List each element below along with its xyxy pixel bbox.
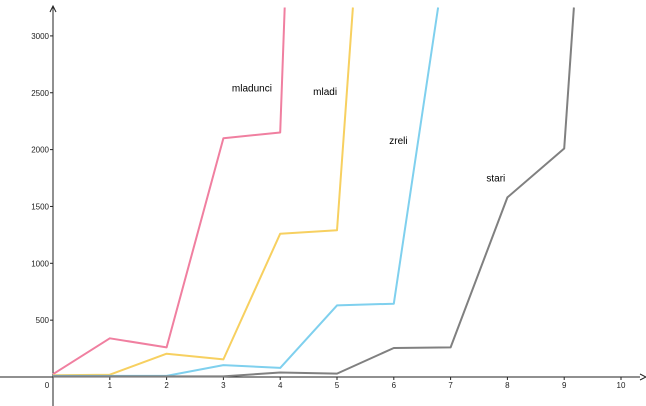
ticks: 0 1 2 3 4 5 6 7 8 9 10 500 1000 1500 2000 2500 3000 xyxy=(31,32,626,390)
series-label-mladi: mladi xyxy=(313,87,337,98)
y-tick-label: 1000 xyxy=(31,259,49,268)
series-label-zreli: zreli xyxy=(389,136,407,147)
y-tick-label: 2000 xyxy=(31,146,49,155)
series-labels: mladunci mladi zreli stari xyxy=(232,84,505,185)
x-tick-label: 10 xyxy=(617,381,626,390)
series-line-mladunci xyxy=(52,7,286,376)
x-tick-label: 4 xyxy=(278,381,283,390)
x-tick-label: 3 xyxy=(221,381,226,390)
x-tick-label: 7 xyxy=(448,381,453,390)
x-axis-arrow-icon xyxy=(639,373,646,381)
x-tick-label: 2 xyxy=(164,381,169,390)
series-label-mladunci: mladunci xyxy=(232,84,272,95)
series-label-stari: stari xyxy=(486,173,505,184)
x-tick-label: 5 xyxy=(335,381,340,390)
y-tick-label: 1500 xyxy=(31,202,49,211)
series-lines xyxy=(52,7,575,378)
x-tick-label: 1 xyxy=(108,381,113,390)
x-tick-label: 0 xyxy=(45,381,50,390)
series-line-stari xyxy=(53,7,575,378)
series-line-mladi xyxy=(52,7,354,377)
y-axis-arrow-icon xyxy=(49,4,57,13)
series-line-zreli xyxy=(53,7,440,377)
x-tick-label: 6 xyxy=(392,381,397,390)
x-tick-label: 8 xyxy=(505,381,510,390)
y-tick-label: 500 xyxy=(36,316,50,325)
y-tick-label: 3000 xyxy=(31,32,49,41)
x-tick-label: 9 xyxy=(562,381,567,390)
y-tick-label: 2500 xyxy=(31,89,49,98)
